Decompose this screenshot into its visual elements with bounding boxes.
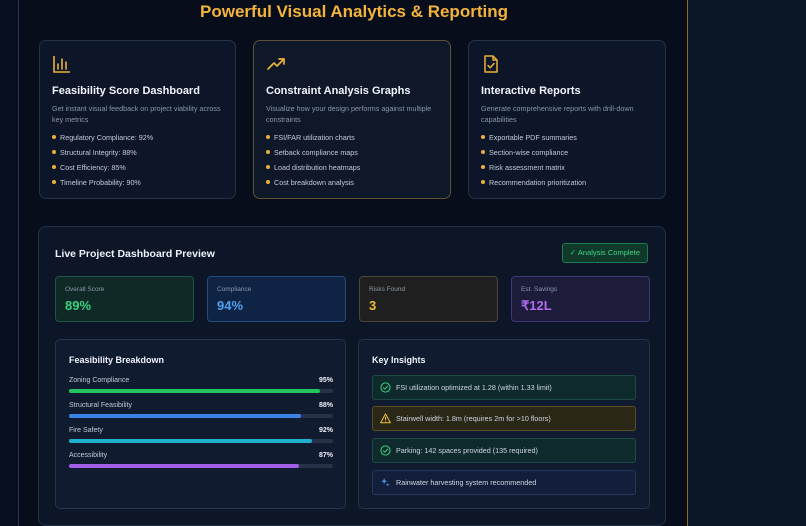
trending-up-icon bbox=[267, 58, 285, 70]
progress-track bbox=[69, 389, 333, 393]
background-right bbox=[688, 0, 806, 526]
progress-label: Structural Feasibility bbox=[69, 402, 133, 409]
feature-description: Generate comprehensive reports with dril… bbox=[481, 104, 634, 124]
progress-row-structural: Structural Feasibility 88% bbox=[69, 402, 333, 420]
list-item: FSI/FAR utilization charts bbox=[266, 132, 360, 147]
warning-icon bbox=[380, 413, 391, 424]
feature-description: Visualize how your design performs again… bbox=[266, 104, 432, 124]
insight-text: Parking: 142 spaces provided (135 requir… bbox=[396, 446, 538, 455]
stat-label: Overall Score bbox=[65, 286, 105, 293]
progress-fill bbox=[69, 464, 299, 468]
stat-value: 94% bbox=[217, 298, 244, 313]
feature-card-feasibility: Feasibility Score Dashboard Get instant … bbox=[39, 40, 236, 199]
list-item: Setback compliance maps bbox=[266, 147, 360, 162]
feature-title: Interactive Reports bbox=[481, 85, 581, 97]
insight-item: Parking: 142 spaces provided (135 requir… bbox=[372, 438, 636, 463]
feasibility-breakdown-panel: Feasibility Breakdown Zoning Compliance … bbox=[55, 339, 346, 509]
stat-card-compliance: Compliance 94% bbox=[207, 276, 346, 322]
progress-percent: 87% bbox=[318, 452, 333, 459]
progress-fill bbox=[69, 414, 302, 418]
stat-value: 89% bbox=[65, 298, 92, 313]
list-item: Exportable PDF summaries bbox=[481, 132, 586, 147]
insight-text: Rainwater harvesting system recommended bbox=[396, 478, 537, 487]
stat-label: Est. Savings bbox=[521, 286, 558, 293]
stat-value: ₹12L bbox=[521, 298, 552, 313]
page-title: Powerful Visual Analytics & Reporting bbox=[200, 2, 508, 21]
progress-percent: 92% bbox=[318, 427, 333, 434]
feature-title: Feasibility Score Dashboard bbox=[52, 85, 200, 97]
feature-card-reports: Interactive Reports Generate comprehensi… bbox=[468, 40, 666, 199]
panel-title: Feasibility Breakdown bbox=[69, 355, 165, 365]
progress-row-zoning: Zoning Compliance 95% bbox=[69, 377, 333, 395]
list-item: Cost breakdown analysis bbox=[266, 177, 360, 192]
stat-label: Risks Found bbox=[369, 286, 406, 293]
sparkle-icon bbox=[380, 477, 390, 487]
progress-percent: 95% bbox=[318, 377, 333, 384]
insight-item: Stairwell width: 1.8m (requires 2m for >… bbox=[372, 406, 636, 431]
list-item: Cost Efficiency: 85% bbox=[52, 162, 153, 177]
feature-list: Regulatory Compliance: 92% Structural In… bbox=[52, 132, 153, 192]
feature-card-constraint: Constraint Analysis Graphs Visualize how… bbox=[253, 40, 451, 199]
feature-title: Constraint Analysis Graphs bbox=[266, 85, 411, 97]
list-item: Load distribution heatmaps bbox=[266, 162, 360, 177]
stat-card-risks: Risks Found 3 bbox=[359, 276, 498, 322]
background-left bbox=[0, 0, 18, 526]
feature-list: FSI/FAR utilization charts Setback compl… bbox=[266, 132, 360, 192]
feature-list: Exportable PDF summaries Section-wise co… bbox=[481, 132, 586, 192]
insight-text: Stairwell width: 1.8m (requires 2m for >… bbox=[396, 414, 551, 423]
progress-track bbox=[69, 414, 333, 418]
progress-label: Accessibility bbox=[69, 452, 108, 459]
panel-title: Key Insights bbox=[372, 355, 426, 365]
insight-item: FSI utilization optimized at 1.28 (withi… bbox=[372, 375, 636, 400]
progress-label: Zoning Compliance bbox=[69, 377, 130, 384]
insight-item: Rainwater harvesting system recommended bbox=[372, 470, 636, 495]
document-check-icon bbox=[484, 55, 498, 73]
stat-card-savings: Est. Savings ₹12L bbox=[511, 276, 650, 322]
list-item: Section-wise compliance bbox=[481, 147, 586, 162]
progress-label: Fire Safety bbox=[69, 427, 103, 434]
list-item: Structural Integrity: 88% bbox=[52, 147, 153, 162]
check-circle-icon bbox=[380, 445, 391, 456]
stat-card-overall-score: Overall Score 89% bbox=[55, 276, 194, 322]
progress-track bbox=[69, 464, 333, 468]
progress-fill bbox=[69, 439, 312, 443]
stat-label: Compliance bbox=[217, 286, 252, 293]
bar-chart-icon bbox=[53, 56, 70, 73]
feature-description: Get instant visual feedback on project v… bbox=[52, 104, 221, 124]
insight-text: FSI utilization optimized at 1.28 (withi… bbox=[396, 383, 552, 392]
progress-track bbox=[69, 439, 333, 443]
progress-row-accessibility: Accessibility 87% bbox=[69, 452, 333, 470]
dashboard-title: Live Project Dashboard Preview bbox=[55, 248, 215, 260]
progress-row-fire-safety: Fire Safety 92% bbox=[69, 427, 333, 445]
list-item: Regulatory Compliance: 92% bbox=[52, 132, 153, 147]
status-badge: ✓ Analysis Complete bbox=[561, 243, 648, 263]
progress-percent: 88% bbox=[318, 402, 333, 409]
list-item: Timeline Probability: 90% bbox=[52, 177, 153, 192]
progress-fill bbox=[69, 389, 320, 393]
list-item: Risk assessment matrix bbox=[481, 162, 586, 177]
check-circle-icon bbox=[380, 382, 391, 393]
key-insights-panel: Key Insights FSI utilization optimized a… bbox=[358, 339, 650, 509]
stat-value: 3 bbox=[369, 298, 377, 313]
list-item: Recommendation prioritization bbox=[481, 177, 586, 192]
dashboard-preview: Live Project Dashboard Preview ✓ Analysi… bbox=[38, 226, 666, 526]
